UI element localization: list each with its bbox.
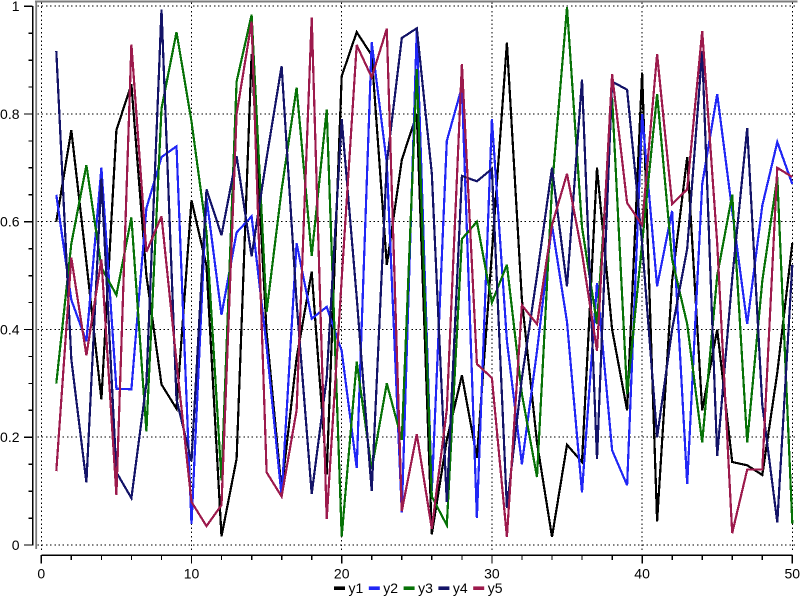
svg-text:40: 40 [634, 566, 650, 582]
svg-text:0.2: 0.2 [0, 429, 20, 445]
svg-text:1: 1 [12, 0, 20, 14]
svg-text:10: 10 [184, 566, 200, 582]
svg-text:30: 30 [484, 566, 500, 582]
svg-text:0.4: 0.4 [0, 321, 20, 337]
svg-text:0: 0 [12, 537, 20, 553]
svg-text:0: 0 [37, 566, 45, 582]
svg-text:0.8: 0.8 [0, 106, 20, 122]
svg-text:y5: y5 [488, 580, 503, 596]
svg-text:y1: y1 [349, 580, 364, 596]
svg-text:y3: y3 [418, 580, 433, 596]
svg-text:20: 20 [334, 566, 350, 582]
svg-text:y4: y4 [453, 580, 468, 596]
svg-text:y2: y2 [383, 580, 398, 596]
svg-text:0.6: 0.6 [0, 214, 20, 230]
svg-text:50: 50 [785, 566, 800, 582]
